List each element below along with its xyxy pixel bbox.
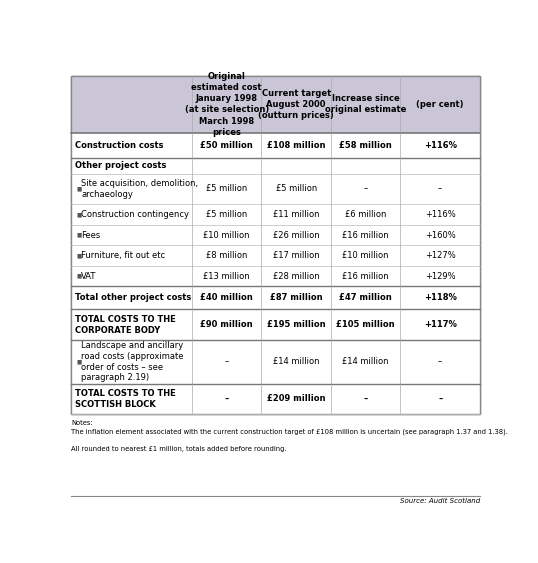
Text: Increase since
original estimate: Increase since original estimate [325,95,406,114]
Text: Source: Audit Scotland: Source: Audit Scotland [400,498,480,503]
Text: –: – [438,395,442,404]
Text: Construction contingency: Construction contingency [81,210,189,219]
Text: £105 million: £105 million [336,320,395,329]
Text: TOTAL COSTS TO THE
SCOTTISH BLOCK: TOTAL COSTS TO THE SCOTTISH BLOCK [75,389,175,409]
Text: £108 million: £108 million [267,141,325,150]
Text: +129%: +129% [425,271,456,280]
Text: £6 million: £6 million [345,210,386,219]
Text: £47 million: £47 million [339,293,392,302]
Text: £13 million: £13 million [203,271,250,280]
Text: £87 million: £87 million [270,293,322,302]
Text: Notes:
The inflation element associated with the current construction target of : Notes: The inflation element associated … [72,419,508,452]
Text: £14 million: £14 million [273,358,320,367]
Text: +116%: +116% [424,141,457,150]
Text: £14 million: £14 million [342,358,389,367]
Text: £28 million: £28 million [273,271,320,280]
Bar [72,225,480,245]
Text: TOTAL COSTS TO THE
CORPORATE BODY: TOTAL COSTS TO THE CORPORATE BODY [75,315,175,334]
Text: ■: ■ [76,233,82,238]
Text: £5 million: £5 million [275,185,317,194]
Bar [72,204,480,225]
Bar [72,173,480,204]
Text: +116%: +116% [425,210,456,219]
Text: Total other project costs: Total other project costs [75,293,191,302]
Text: £10 million: £10 million [342,251,389,260]
Text: £209 million: £209 million [267,395,325,404]
Bar [72,133,480,158]
Bar [72,245,480,266]
Text: Construction costs: Construction costs [75,141,163,150]
Text: £11 million: £11 million [273,210,320,219]
Text: –: – [224,358,229,367]
Text: £58 million: £58 million [339,141,392,150]
Text: Fees: Fees [81,231,101,239]
Bar [72,383,480,414]
Text: £16 million: £16 million [342,271,389,280]
Text: £26 million: £26 million [273,231,320,239]
Text: +117%: +117% [424,320,457,329]
Text: Site acquisition, demolition,
archaeology: Site acquisition, demolition, archaeolog… [81,179,199,199]
Text: –: – [224,395,229,404]
Bar [72,158,480,173]
Text: +118%: +118% [424,293,457,302]
Text: ■: ■ [76,359,82,364]
Text: ■: ■ [76,274,82,279]
Text: £50 million: £50 million [200,141,253,150]
Text: £16 million: £16 million [342,231,389,239]
Text: Other project costs: Other project costs [75,162,166,171]
Text: ■: ■ [76,253,82,258]
Text: £10 million: £10 million [203,231,250,239]
Text: –: – [438,185,442,194]
Bar [72,309,480,340]
Text: £5 million: £5 million [206,210,247,219]
Text: £17 million: £17 million [273,251,320,260]
Text: ■: ■ [76,212,82,217]
Text: –: – [438,358,442,367]
Text: Original
estimated cost
January 1998
(at site selection)
March 1998
prices: Original estimated cost January 1998 (at… [185,72,269,137]
Text: £5 million: £5 million [206,185,247,194]
Text: £8 million: £8 million [206,251,247,260]
Text: Landscape and ancillary
road costs (approximate
order of costs – see
paragraph 2: Landscape and ancillary road costs (appr… [81,341,184,382]
Text: VAT: VAT [81,271,97,280]
Text: ■: ■ [76,186,82,191]
Text: £40 million: £40 million [200,293,253,302]
Text: –: – [364,185,368,194]
Bar [72,266,480,286]
Text: Current target
August 2000
(outturn prices): Current target August 2000 (outturn pric… [258,89,334,120]
Text: £90 million: £90 million [200,320,253,329]
Text: –: – [364,395,368,404]
Text: £195 million: £195 million [267,320,325,329]
Text: Furniture, fit out etc: Furniture, fit out etc [81,251,166,260]
Bar [72,286,480,309]
Text: +127%: +127% [425,251,456,260]
Text: (per cent): (per cent) [416,100,464,109]
Text: +160%: +160% [425,231,456,239]
